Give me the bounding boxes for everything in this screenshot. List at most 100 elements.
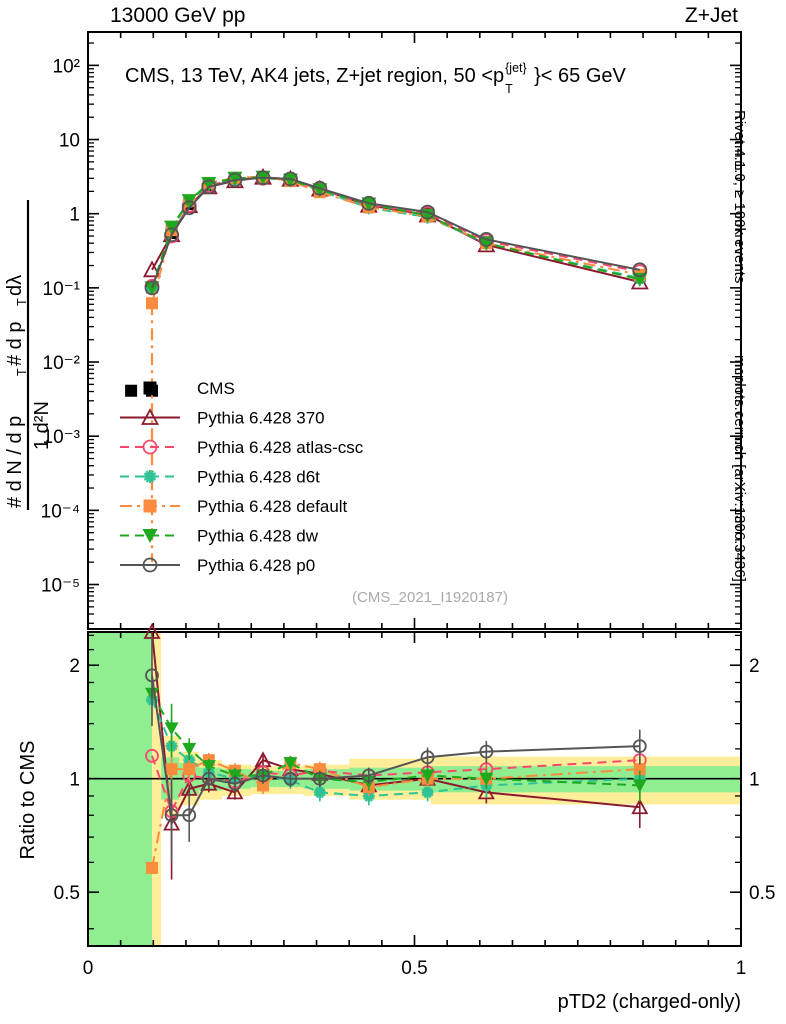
- ratio-y-tick-label-right: 1: [749, 770, 760, 791]
- data-marker: [479, 744, 494, 759]
- ratio-uncertainty-band: [88, 632, 152, 946]
- series-pythia-6-428-atlas-csc: [144, 170, 648, 294]
- data-marker: [283, 171, 298, 187]
- y-tick-label: 10⁻³: [43, 427, 81, 448]
- data-marker: [420, 750, 435, 765]
- data-marker: [313, 763, 326, 776]
- data-marker: [145, 748, 159, 763]
- data-marker: [164, 227, 179, 243]
- y-tick-label: 10: [59, 131, 80, 152]
- data-marker: [361, 768, 376, 783]
- data-marker: [632, 739, 647, 754]
- x-axis-ticks: [87, 32, 742, 946]
- legend-item-4[interactable]: Pythia 6.428 default: [120, 497, 348, 516]
- series-pythia-6-428-d6t: [145, 171, 647, 295]
- data-marker: [257, 779, 270, 792]
- data-marker: [182, 808, 197, 823]
- data-marker: [312, 180, 328, 196]
- data-marker: [478, 232, 494, 247]
- data-marker: [633, 763, 646, 776]
- data-marker: [142, 557, 158, 573]
- data-marker: [226, 783, 244, 800]
- legend-item-3[interactable]: Pythia 6.428 d6t: [120, 468, 320, 487]
- legend-item-6[interactable]: Pythia 6.428 p0: [120, 556, 315, 575]
- ratio-y-tick-label-right: 2: [749, 656, 760, 677]
- ratio-y-tick-label: 0.5: [54, 883, 80, 904]
- ratio-series-pythia-6-428-370: [143, 623, 649, 880]
- data-marker: [142, 439, 158, 455]
- data-marker: [632, 272, 648, 287]
- data-marker: [144, 280, 160, 296]
- data-marker: [143, 470, 157, 483]
- legend: CMS Pythia 6.428 370 Pythia 6.428 atlas-cs…: [120, 379, 364, 575]
- data-marker: [632, 262, 648, 278]
- series-pythia-6-428-dw: [144, 170, 648, 296]
- data-marker: [477, 783, 495, 800]
- mcplots-source-label: mcplots.cern.ch [arXiv:1306.3436]: [731, 355, 748, 582]
- data-marker: [142, 529, 158, 543]
- data-marker: [420, 769, 435, 783]
- plot-annotation: CMS, 13 TeV, AK4 jets, Z+jet region, 50 …: [125, 61, 627, 96]
- legend-item-0[interactable]: CMS: [143, 379, 235, 398]
- main-y-ticks: [88, 42, 741, 624]
- annotation-text: CMS, 13 TeV, AK4 jets, Z+jet region, 50 …: [125, 65, 504, 87]
- y-title-numerator-sub: T: [15, 368, 29, 376]
- data-marker: [181, 200, 197, 216]
- data-marker: [361, 195, 377, 211]
- main-y-tick-labels: 10² 10 1 10⁻¹ 10⁻² 10⁻³ 10⁻⁴ 10⁻⁵: [41, 56, 80, 596]
- y-title-numerator: # d N / d p: [4, 416, 26, 508]
- data-marker: [228, 776, 242, 791]
- data-marker: [143, 381, 157, 395]
- ratio-y-tick-label: 1: [69, 770, 80, 791]
- y-title-numerator-2: # d p: [4, 322, 26, 366]
- y-title-denominator: 1 d²N: [31, 401, 53, 450]
- data-marker: [255, 170, 271, 186]
- header-left-label: 13000 GeV pp: [110, 4, 246, 27]
- y-tick-label: 10⁻¹: [43, 279, 81, 300]
- x-axis-title: pTD2 (charged-only): [558, 991, 741, 1013]
- data-marker: [421, 786, 434, 799]
- ratio-y-tick-labels: 2 2 1 1 0.5 0.5: [54, 656, 776, 904]
- data-marker: [125, 384, 138, 397]
- data-marker: [313, 786, 326, 799]
- series-line: [151, 177, 640, 287]
- series-pythia-6-428-370: [142, 167, 649, 290]
- y-tick-label: 10⁻⁴: [41, 501, 80, 522]
- y-tick-label: 10⁻⁵: [41, 576, 80, 597]
- series-line: [151, 176, 641, 289]
- legend-item-5[interactable]: Pythia 6.428 dw: [120, 527, 319, 546]
- legend-label: Pythia 6.428 d6t: [197, 468, 320, 487]
- legend-label: Pythia 6.428 370: [197, 409, 325, 428]
- series-line: [151, 175, 640, 304]
- dataset-watermark: (CMS_2021_I1920187): [352, 589, 508, 606]
- ratio-uncertainty-band: [151, 632, 162, 946]
- data-marker: [283, 757, 298, 771]
- data-marker: [182, 742, 197, 756]
- data-marker: [283, 771, 298, 786]
- data-marker: [631, 798, 649, 815]
- legend-item-2[interactable]: Pythia 6.428 atlas-csc: [120, 438, 364, 457]
- data-marker: [143, 499, 157, 513]
- y-tick-label: 10²: [53, 56, 80, 77]
- data-marker: [183, 763, 196, 776]
- legend-label: Pythia 6.428 default: [197, 497, 348, 516]
- y-title-numerator-3: dλ: [4, 275, 26, 296]
- legend-label: Pythia 6.428 dw: [197, 527, 319, 546]
- y-tick-label: 1: [69, 205, 80, 226]
- legend-label: CMS: [197, 379, 235, 398]
- x-tick-label: 0: [83, 958, 94, 979]
- data-marker: [227, 172, 243, 188]
- data-marker: [164, 722, 179, 736]
- ratio-line: [151, 675, 640, 817]
- data-marker: [144, 281, 160, 296]
- ratio-series-pythia-6-428-p0: [145, 636, 647, 863]
- ratio-y-tick-label-right: 0.5: [749, 883, 775, 904]
- data-marker: [201, 179, 217, 195]
- ratio-line: [151, 759, 640, 869]
- legend-item-1[interactable]: Pythia 6.428 370: [120, 408, 325, 428]
- annotation-superscript: {jet}: [505, 61, 527, 75]
- x-tick-label: 1: [736, 958, 747, 979]
- ratio-series-group: [143, 623, 649, 880]
- legend-label: Pythia 6.428 p0: [197, 556, 315, 575]
